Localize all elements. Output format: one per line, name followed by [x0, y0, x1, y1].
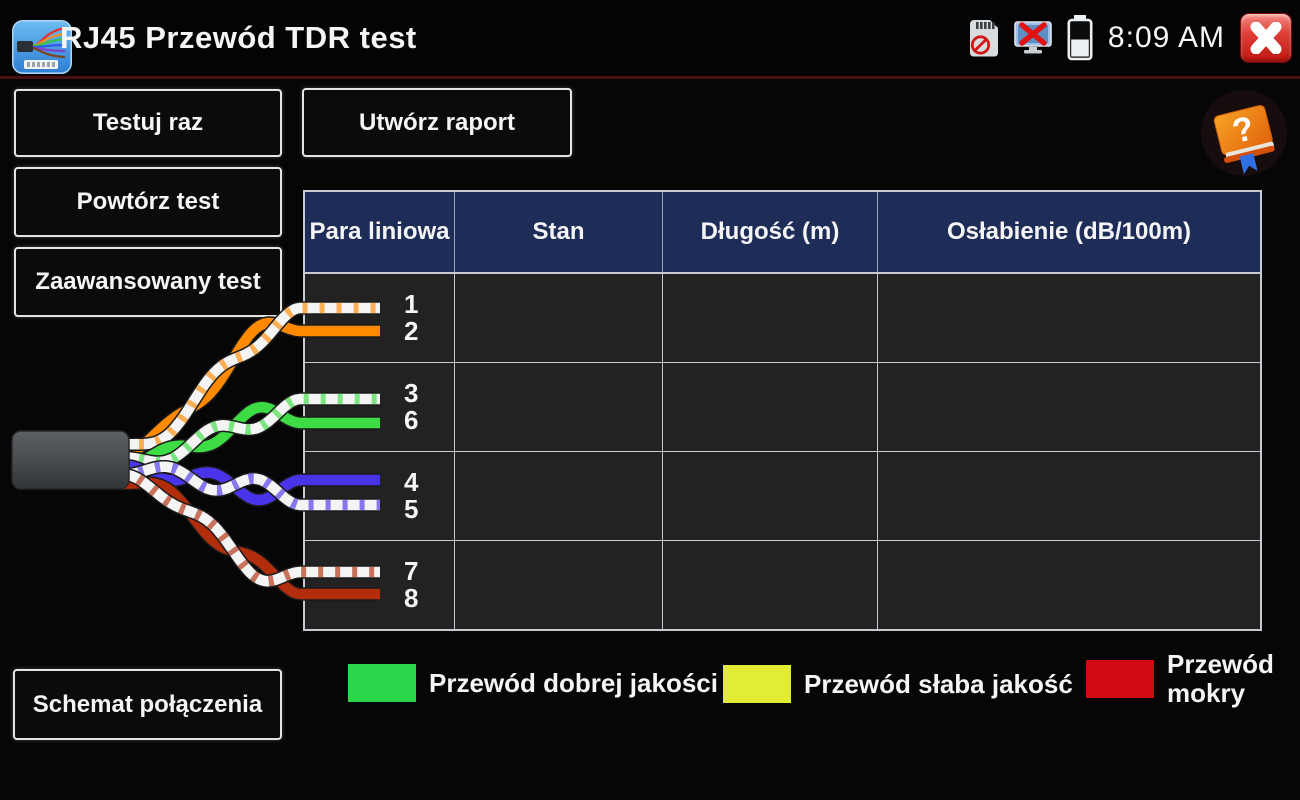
pair-number: 3 — [404, 378, 419, 408]
close-button[interactable] — [1240, 13, 1292, 63]
pair-numbers: 3 6 — [305, 363, 455, 451]
legend-label: Przewód dobrej jakości — [429, 667, 718, 698]
battery-half-icon — [1067, 15, 1093, 61]
status-cell — [455, 274, 663, 362]
header-pair: Para liniowa — [305, 192, 455, 272]
table-row: 1 2 — [305, 274, 1260, 363]
length-cell — [663, 452, 878, 540]
length-cell — [663, 363, 878, 451]
connection-diagram-button[interactable]: Schemat połączenia — [13, 669, 282, 740]
length-cell — [663, 541, 878, 629]
pair-numbers: 4 5 — [305, 452, 455, 540]
legend-label: Przewód mokry — [1167, 649, 1274, 708]
pair-number: 2 — [404, 316, 419, 346]
attenuation-cell — [878, 363, 1260, 451]
header-length: Długość (m) — [663, 192, 878, 272]
legend-good-cable: Przewód dobrej jakości — [348, 664, 718, 702]
header-status: Stan — [455, 192, 663, 272]
header-attenuation: Osłabienie (dB/100m) — [946, 218, 1192, 245]
legend-poor-cable: Przewód słaba jakość — [723, 665, 1073, 703]
rj45-tdr-app-icon — [12, 20, 73, 75]
legend-yellow-swatch — [723, 665, 791, 703]
create-report-button[interactable]: Utwórz raport — [302, 88, 572, 157]
pair-number: 5 — [404, 494, 419, 524]
results-table: Para liniowa Stan Długość (m) Osłabienie… — [303, 190, 1262, 631]
network-disconnected-icon — [1014, 21, 1052, 55]
repeat-test-button[interactable]: Powtórz test — [14, 167, 282, 237]
table-row: 4 5 — [305, 452, 1260, 541]
advanced-test-button[interactable]: Zaawansowany test — [14, 247, 282, 317]
attenuation-cell — [878, 541, 1260, 629]
sd-card-disabled-icon — [969, 19, 999, 57]
status-icons: 8:09 AM — [969, 0, 1292, 76]
close-icon — [1250, 22, 1282, 54]
help-button[interactable]: ? — [1196, 88, 1292, 178]
pair-number: 4 — [404, 467, 419, 497]
table-row: 3 6 — [305, 363, 1260, 452]
pair-number: 7 — [404, 556, 419, 586]
page-title: RJ45 Przewód TDR test — [60, 20, 417, 55]
legend-red-swatch — [1086, 660, 1154, 698]
pair-numbers: 1 2 — [305, 274, 455, 362]
legend-wet-cable: Przewód mokry — [1086, 650, 1300, 708]
cable-jacket — [11, 430, 130, 490]
status-cell — [455, 452, 663, 540]
pair-number: 1 — [404, 289, 419, 319]
table-header-row: Para liniowa Stan Długość (m) Osłabienie… — [305, 192, 1260, 274]
attenuation-cell — [878, 274, 1260, 362]
legend-green-swatch — [348, 664, 416, 702]
clock: 8:09 AM — [1107, 21, 1225, 54]
titlebar: RJ45 Przewód TDR test — [0, 0, 1300, 79]
legend-label: Przewód słaba jakość — [804, 668, 1073, 699]
test-once-button[interactable]: Testuj raz — [14, 89, 282, 157]
attenuation-cell — [878, 452, 1260, 540]
pair-number: 6 — [404, 405, 419, 435]
pair-numbers: 7 8 — [305, 541, 455, 629]
status-cell — [455, 541, 663, 629]
table-row: 7 8 — [305, 541, 1260, 629]
help-book-icon: ? — [1201, 90, 1287, 176]
pair-number: 8 — [404, 583, 419, 613]
length-cell — [663, 274, 878, 362]
status-cell — [455, 363, 663, 451]
